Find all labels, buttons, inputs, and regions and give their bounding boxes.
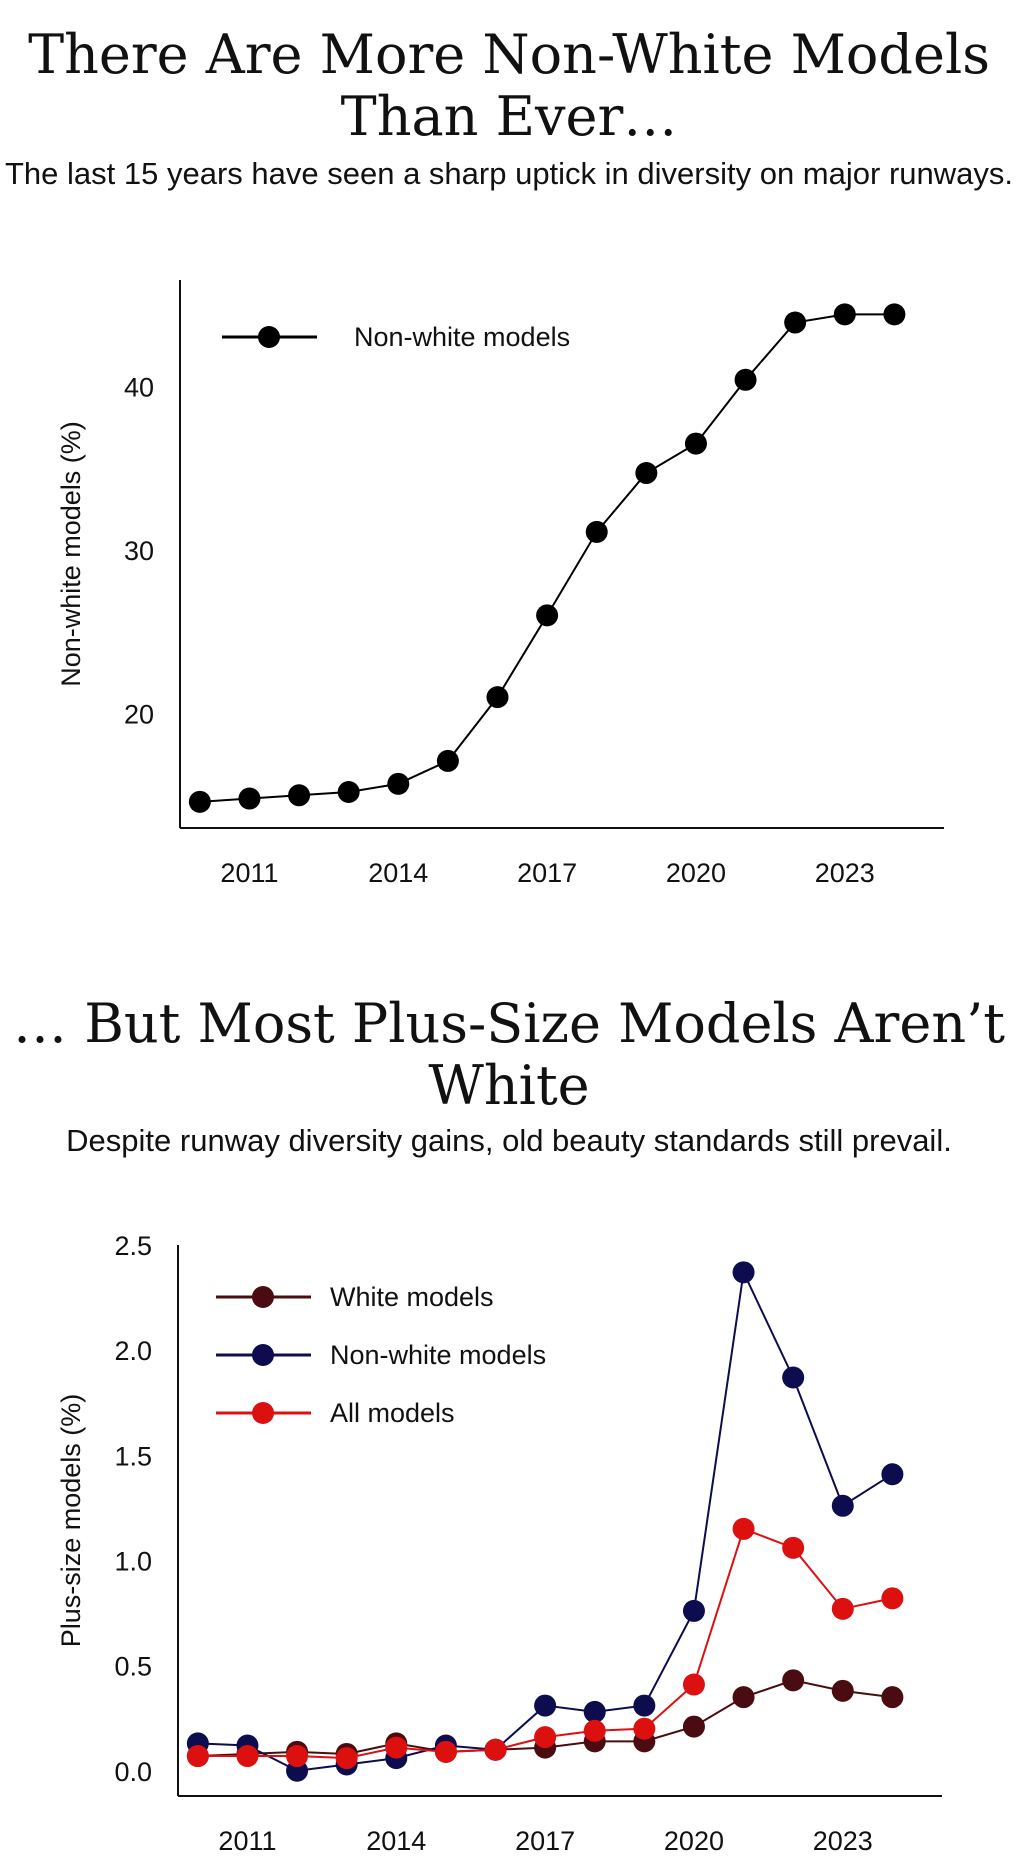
y-tick-label: 0.5 — [114, 1652, 152, 1682]
y-tick-label: 20 — [124, 699, 154, 729]
y-tick-label: 30 — [124, 536, 154, 566]
data-point — [732, 1517, 755, 1540]
y-tick-label: 40 — [124, 372, 154, 402]
legend-marker — [258, 326, 280, 348]
data-point — [486, 686, 509, 709]
chart2-series — [186, 1261, 904, 1782]
data-point — [881, 1686, 904, 1709]
y-tick-label: 0.0 — [114, 1757, 152, 1787]
legend-marker — [252, 1344, 274, 1366]
chart1-series — [188, 303, 906, 813]
data-point — [831, 1494, 854, 1517]
data-point — [585, 520, 608, 543]
chart1-subtitle: The last 15 years have seen a sharp upti… — [5, 156, 1013, 191]
series-line — [197, 1527, 893, 1760]
data-point — [782, 1536, 805, 1559]
data-point — [387, 772, 410, 795]
data-point — [833, 303, 856, 326]
legend-label: All models — [330, 1398, 455, 1428]
chart1-axes — [179, 280, 944, 829]
data-point — [583, 1700, 606, 1723]
data-point — [188, 790, 211, 813]
chart2-y-axis-label: Plus-size models (%) — [56, 1394, 86, 1648]
data-point — [734, 368, 757, 391]
data-point — [385, 1736, 408, 1759]
data-point — [784, 311, 807, 334]
data-point — [635, 462, 658, 485]
y-tick-label: 1.5 — [114, 1441, 152, 1471]
x-tick-label: 2017 — [517, 858, 577, 888]
chart1-ticks: 2011 2014 2017 2020 2023 20 30 40 — [124, 372, 875, 888]
data-point — [536, 604, 559, 627]
data-point — [484, 1738, 507, 1761]
data-point — [831, 1679, 854, 1702]
chart1-legend: Non-white models — [222, 322, 570, 352]
data-point — [436, 749, 459, 772]
data-point — [633, 1694, 656, 1717]
data-point — [335, 1747, 358, 1770]
x-tick-label: 2020 — [664, 1826, 724, 1856]
y-tick-label: 1.0 — [114, 1546, 152, 1576]
legend-label: Non-white models — [354, 322, 570, 352]
data-point — [682, 1673, 705, 1696]
data-point — [883, 303, 906, 326]
data-point — [186, 1745, 209, 1768]
chart1-title: There Are More Non-White Models Than Eve… — [28, 23, 990, 148]
data-point — [236, 1745, 259, 1768]
data-point — [286, 1745, 309, 1768]
data-point — [337, 781, 360, 804]
x-tick-label: 2011 — [220, 858, 278, 888]
data-point — [782, 1366, 805, 1389]
y-tick-label: 2.0 — [114, 1336, 152, 1366]
series-line — [199, 313, 895, 803]
data-point — [682, 1715, 705, 1738]
chart2-plot: 2011 2014 2017 2020 2023 0.0 0.5 1.0 1.5 2.0 2.5 W… — [56, 1231, 942, 1856]
x-tick-label: 2011 — [218, 1826, 276, 1856]
x-tick-label: 2014 — [366, 1826, 426, 1856]
chart2-subtitle: Despite runway diversity gains, old beau… — [66, 1123, 952, 1158]
data-point — [732, 1261, 755, 1284]
data-point — [288, 784, 311, 807]
data-point — [682, 1599, 705, 1622]
y-tick-label: 2.5 — [114, 1231, 152, 1261]
x-tick-label: 2023 — [815, 858, 875, 888]
data-point — [831, 1597, 854, 1620]
data-point — [732, 1686, 755, 1709]
chart2-axes — [177, 1245, 942, 1797]
data-point — [684, 432, 707, 455]
chart2-title: … But Most Plus-Size Models Aren’t White — [13, 992, 1005, 1117]
legend-marker — [252, 1286, 274, 1308]
data-point — [633, 1717, 656, 1740]
x-tick-label: 2023 — [813, 1826, 873, 1856]
legend-marker — [252, 1402, 274, 1424]
data-point — [881, 1587, 904, 1610]
data-point — [434, 1740, 457, 1763]
data-point — [881, 1463, 904, 1486]
x-tick-label: 2020 — [666, 858, 726, 888]
data-point — [534, 1694, 557, 1717]
data-point — [238, 787, 261, 810]
legend-label: White models — [330, 1282, 494, 1312]
data-point — [782, 1669, 805, 1692]
chart2-ticks: 2011 2014 2017 2020 2023 0.0 0.5 1.0 1.5 2.0 2.5 — [114, 1231, 872, 1856]
chart1-y-axis-label: Non-white models (%) — [56, 421, 86, 687]
x-tick-label: 2014 — [368, 858, 428, 888]
data-point — [583, 1719, 606, 1742]
chart2-legend: White models Non-white models All models — [216, 1282, 546, 1428]
legend-label: Non-white models — [330, 1340, 546, 1370]
data-point — [534, 1726, 557, 1749]
chart1-plot: 2011 2014 2017 2020 2023 20 30 40 Non-white mod… — [56, 280, 944, 888]
x-tick-label: 2017 — [515, 1826, 575, 1856]
